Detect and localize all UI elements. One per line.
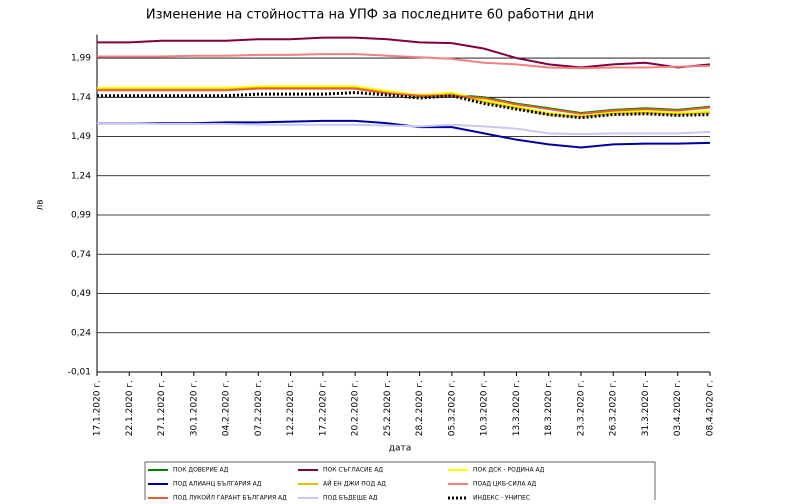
y-tick-label: 0,99: [71, 211, 91, 221]
legend-label: ПОК СЪГЛАСИЕ АД: [323, 467, 383, 474]
x-axis-label: дата: [389, 444, 412, 454]
x-tick-label: 08.4.2020 г.: [706, 380, 716, 436]
y-tick-label: 0,24: [71, 328, 91, 338]
x-tick-label: 04.2.2020 г.: [222, 380, 232, 436]
legend-label: ПОАД ЦКБ-СИЛА АД: [473, 481, 536, 488]
y-tick-label: 0,49: [71, 289, 91, 299]
x-tick-label: 25.2.2020 г.: [383, 380, 393, 436]
legend-label: ПОК ДСК - РОДИНА АД: [473, 467, 545, 474]
y-tick-label: 1,49: [71, 132, 91, 142]
y-tick-label: 0,74: [71, 250, 91, 260]
x-tick-label: 03.4.2020 г.: [673, 380, 683, 436]
legend-label: ПОК ДОВЕРИЕ АД: [173, 467, 229, 474]
x-tick-label: 20.2.2020 г.: [351, 380, 361, 436]
legend-box: [144, 461, 656, 504]
series-line: [97, 91, 711, 120]
chart-title: Изменение на стойността на УПФ за послед…: [146, 8, 594, 23]
series-line: [97, 36, 711, 69]
x-tick-label: 26.3.2020 г.: [609, 380, 619, 436]
series-line: [97, 122, 711, 136]
x-tick-label: 17.1.2020 г.: [93, 380, 103, 436]
x-tick-label: 27.1.2020 г.: [157, 380, 167, 436]
y-tick-label: 1,24: [71, 171, 91, 181]
series-line: [97, 85, 711, 118]
x-tick-label: 13.3.2020 г.: [512, 380, 522, 436]
y-tick-label: -0,01: [68, 368, 91, 378]
y-tick-label: 1,99: [71, 54, 91, 64]
x-tick-label: 30.1.2020 г.: [189, 380, 199, 436]
series-line: [97, 86, 711, 114]
legend-label: АЙ ЕН ДЖИ ПОД АД: [323, 481, 386, 488]
x-tick-label: 10.3.2020 г.: [480, 380, 490, 436]
x-tick-label: 28.2.2020 г.: [415, 380, 425, 436]
x-tick-label: 22.1.2020 г.: [125, 380, 135, 436]
legend-label: ПОД ЛУКОЙЛ ГАРАНТ БЪЛГАРИЯ АД: [173, 495, 287, 501]
x-tick-label: 12.2.2020 г.: [286, 380, 296, 436]
x-tick-label: 31.3.2020 г.: [641, 380, 651, 436]
y-axis-label: лв: [36, 199, 46, 210]
legend-label: ПОД АЛИАНЦ БЪЛГАРИЯ АД: [173, 481, 262, 488]
legend-label: ИНДЕКС - УНИПЕС: [473, 495, 530, 501]
x-tick-label: 17.2.2020 г.: [318, 380, 328, 436]
x-tick-label: 23.3.2020 г.: [576, 380, 586, 436]
x-tick-label: 05.3.2020 г.: [447, 380, 457, 436]
y-tick-label: 1,74: [71, 93, 91, 103]
x-tick-label: 18.3.2020 г.: [544, 380, 554, 436]
x-tick-label: 07.2.2020 г.: [254, 380, 264, 436]
series-line: [97, 53, 711, 70]
legend-label: ПОД БЪДЕЩЕ АД: [323, 495, 378, 501]
series-line: [97, 87, 711, 115]
